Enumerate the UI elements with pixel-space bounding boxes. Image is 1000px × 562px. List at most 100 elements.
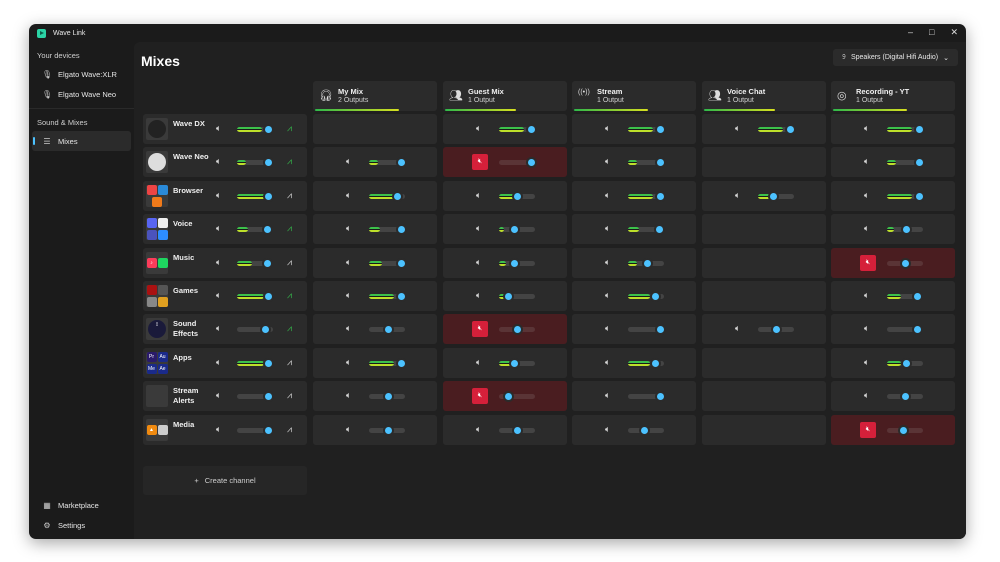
volume-slider[interactable] xyxy=(758,190,794,202)
volume-slider[interactable] xyxy=(499,424,535,436)
volume-slider[interactable] xyxy=(887,291,924,302)
activity-active-icon[interactable]: ⩘ xyxy=(287,323,293,334)
slider-handle[interactable] xyxy=(912,324,924,336)
volume-slider[interactable] xyxy=(887,190,925,202)
speaker-icon[interactable]: 🔈︎ xyxy=(476,290,482,300)
minimize-button[interactable]: – xyxy=(908,27,914,37)
activity-active-icon[interactable]: ⩘ xyxy=(287,223,293,234)
muted-speaker-button[interactable]: 🔇︎ xyxy=(860,421,876,438)
speaker-icon[interactable]: 🔈︎ xyxy=(346,256,352,267)
sidebar-item-marketplace[interactable]: ▦ Marketplace xyxy=(32,495,131,515)
speaker-icon[interactable]: 🔈︎ xyxy=(476,189,482,200)
slider-handle[interactable] xyxy=(502,291,514,302)
slider-handle[interactable] xyxy=(900,224,912,236)
mix-header-my-mix[interactable]: 🎧︎ My Mix 2 Outputs xyxy=(313,81,437,111)
slider-handle[interactable] xyxy=(525,157,537,169)
volume-slider[interactable] xyxy=(887,124,925,135)
slider-handle[interactable] xyxy=(649,357,661,369)
slider-handle[interactable] xyxy=(262,257,274,269)
speaker-icon[interactable]: 🔈︎ xyxy=(605,156,611,167)
speaker-icon[interactable]: 🔈︎ xyxy=(476,356,482,367)
slider-handle[interactable] xyxy=(508,257,520,269)
slider-handle[interactable] xyxy=(260,324,272,336)
activity-icon[interactable]: ⩘ xyxy=(287,256,293,267)
volume-slider[interactable] xyxy=(237,224,274,236)
volume-slider[interactable] xyxy=(628,424,664,436)
speaker-icon[interactable]: 🔈︎ xyxy=(216,189,222,200)
speaker-icon[interactable]: 🔈︎ xyxy=(216,423,222,434)
slider-handle[interactable] xyxy=(913,124,925,135)
output-device-dropdown[interactable]: 𝟿 Speakers (Digital Hifi Audio) ⌄ xyxy=(833,49,958,66)
volume-slider[interactable] xyxy=(499,257,535,269)
volume-slider[interactable] xyxy=(499,324,535,336)
volume-slider[interactable] xyxy=(887,424,923,436)
volume-slider[interactable] xyxy=(887,391,923,403)
slider-handle[interactable] xyxy=(395,157,407,169)
volume-slider[interactable] xyxy=(628,357,664,369)
activity-icon[interactable]: ⩘ xyxy=(287,356,293,367)
volume-slider[interactable] xyxy=(237,257,274,269)
speaker-icon[interactable]: 🔈︎ xyxy=(864,290,870,300)
slider-handle[interactable] xyxy=(263,424,275,436)
slider-handle[interactable] xyxy=(899,257,911,269)
volume-slider[interactable] xyxy=(628,157,666,169)
speaker-icon[interactable]: 🔈︎ xyxy=(735,323,741,334)
volume-slider[interactable] xyxy=(499,291,535,302)
volume-slider[interactable] xyxy=(369,291,407,302)
speaker-icon[interactable]: 🔈︎ xyxy=(346,390,352,401)
speaker-icon[interactable]: 🔈︎ xyxy=(735,123,741,133)
slider-handle[interactable] xyxy=(263,391,275,403)
speaker-icon[interactable]: 🔈︎ xyxy=(476,423,482,434)
speaker-icon[interactable]: 🔈︎ xyxy=(216,123,222,133)
slider-handle[interactable] xyxy=(263,291,275,302)
speaker-icon[interactable]: 🔈︎ xyxy=(346,323,352,334)
speaker-icon[interactable]: 🔈︎ xyxy=(864,390,870,401)
slider-handle[interactable] xyxy=(649,291,661,302)
slider-handle[interactable] xyxy=(654,391,666,403)
create-channel-button[interactable]: + Create channel xyxy=(143,466,307,495)
speaker-icon[interactable]: 🔈︎ xyxy=(476,256,482,267)
volume-slider[interactable] xyxy=(887,157,925,169)
speaker-icon[interactable]: 🔈︎ xyxy=(605,256,611,267)
speaker-icon[interactable]: 🔈︎ xyxy=(346,423,352,434)
slider-handle[interactable] xyxy=(642,257,654,269)
volume-slider[interactable] xyxy=(628,124,666,135)
volume-slider[interactable] xyxy=(369,357,407,369)
volume-slider[interactable] xyxy=(369,190,405,202)
volume-slider[interactable] xyxy=(499,124,537,135)
volume-slider[interactable] xyxy=(237,124,275,135)
volume-slider[interactable] xyxy=(887,257,923,269)
speaker-icon[interactable]: 🔈︎ xyxy=(476,223,482,234)
slider-handle[interactable] xyxy=(784,124,796,135)
close-button[interactable]: ✕ xyxy=(950,27,958,37)
speaker-icon[interactable]: 🔈︎ xyxy=(216,390,222,401)
volume-slider[interactable] xyxy=(369,224,407,236)
mix-header-stream[interactable]: ((•)) Stream 1 Output xyxy=(572,81,696,111)
volume-slider[interactable] xyxy=(237,190,275,202)
slider-handle[interactable] xyxy=(383,424,395,436)
volume-slider[interactable] xyxy=(237,357,275,369)
volume-slider[interactable] xyxy=(499,224,535,236)
volume-slider[interactable] xyxy=(499,391,535,403)
speaker-icon[interactable]: 🔈︎ xyxy=(864,223,870,234)
speaker-icon[interactable]: 🔈︎ xyxy=(605,323,611,334)
slider-handle[interactable] xyxy=(262,224,274,236)
volume-slider[interactable] xyxy=(369,157,407,169)
speaker-icon[interactable]: 🔈︎ xyxy=(605,290,611,300)
volume-slider[interactable] xyxy=(887,224,923,236)
volume-slider[interactable] xyxy=(237,291,275,302)
volume-slider[interactable] xyxy=(369,424,405,436)
speaker-icon[interactable]: 🔈︎ xyxy=(605,356,611,367)
speaker-icon[interactable]: 🔈︎ xyxy=(735,189,741,200)
volume-slider[interactable] xyxy=(237,157,275,169)
activity-active-icon[interactable]: ⩘ xyxy=(287,156,293,167)
slider-handle[interactable] xyxy=(263,157,275,169)
volume-slider[interactable] xyxy=(758,124,796,135)
speaker-icon[interactable]: 🔈︎ xyxy=(216,256,222,267)
slider-handle[interactable] xyxy=(654,324,666,336)
sidebar-item-wave-xlr[interactable]: 🎙︎ Elgato Wave:XLR xyxy=(32,64,131,84)
slider-handle[interactable] xyxy=(912,291,924,302)
slider-handle[interactable] xyxy=(770,324,782,336)
activity-icon[interactable]: ⩘ xyxy=(287,390,293,401)
volume-slider[interactable] xyxy=(628,391,666,403)
